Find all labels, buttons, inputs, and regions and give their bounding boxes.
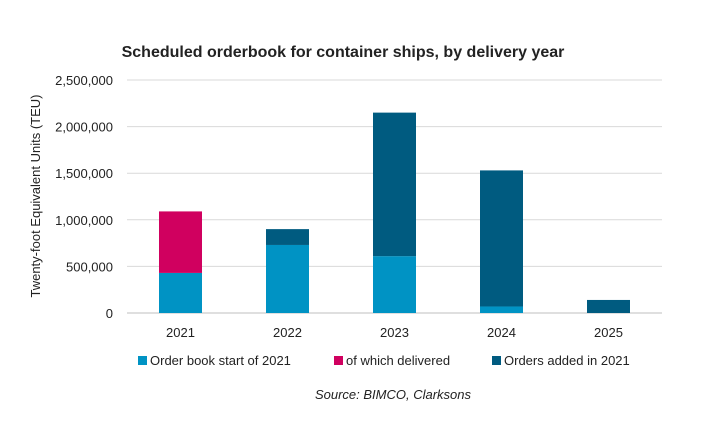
legend-label: of which delivered (346, 353, 450, 368)
bar-order-book-start-of-2021-2023 (373, 256, 416, 313)
y-tick-label: 0 (106, 306, 113, 321)
bars (159, 112, 630, 313)
bar-orders-added-in-2021-2023 (373, 112, 416, 257)
y-tick-label: 1,500,000 (55, 166, 113, 181)
legend-swatch (492, 356, 501, 365)
bar-orders-added-in-2021-2022 (266, 229, 309, 245)
bar-order-book-start-of-2021-2024 (480, 306, 523, 313)
source-note: Source: BIMCO, Clarksons (315, 387, 472, 402)
bar-orders-added-in-2021-2025 (587, 299, 630, 313)
legend-label: Orders added in 2021 (504, 353, 630, 368)
bar-orders-added-in-2021-2024 (480, 170, 523, 307)
legend-swatch (138, 356, 147, 365)
y-tick-label: 500,000 (66, 259, 113, 274)
bar-order-book-start-of-2021-2021 (159, 272, 202, 313)
x-axis-ticks: 2021 2022 2023 2024 2025 (166, 325, 623, 340)
legend-swatch (334, 356, 343, 365)
x-tick-label: 2025 (594, 325, 623, 340)
y-axis-ticks: 0 500,000 1,000,000 1,500,000 2,000,000 2,500… (55, 73, 113, 321)
x-tick-label: 2024 (487, 325, 516, 340)
y-tick-label: 2,000,000 (55, 120, 113, 135)
x-tick-label: 2021 (166, 325, 195, 340)
chart-title: Scheduled orderbook for container ships,… (122, 44, 565, 61)
bar-order-book-start-of-2021-2022 (266, 244, 309, 313)
y-tick-label: 2,500,000 (55, 73, 113, 88)
bar-of-which-delivered-2021 (159, 211, 202, 273)
legend: Order book start of 2021 of which deliver… (138, 353, 630, 368)
x-tick-label: 2022 (273, 325, 302, 340)
x-tick-label: 2023 (380, 325, 409, 340)
legend-label: Order book start of 2021 (150, 353, 291, 368)
y-axis-label: Twenty-foot Equivalent Units (TEU) (28, 94, 43, 297)
y-tick-label: 1,000,000 (55, 213, 113, 228)
